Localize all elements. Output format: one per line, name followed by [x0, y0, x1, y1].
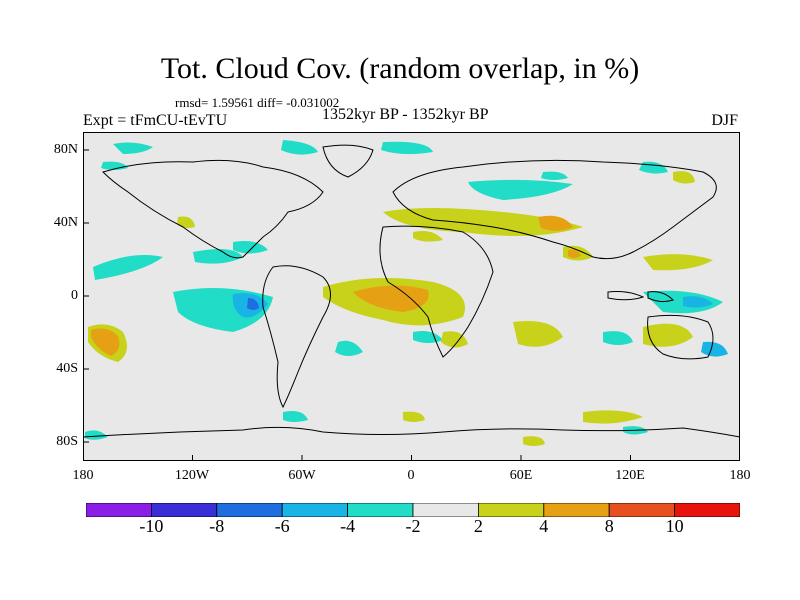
colorbar-swatch — [86, 503, 152, 517]
colorbar-label: 4 — [539, 516, 549, 536]
colorbar-label: 8 — [604, 516, 614, 536]
lon-label-60w: 60W — [288, 468, 316, 483]
anomaly-patch-pos — [523, 436, 545, 446]
colorbar-label: 2 — [473, 516, 483, 536]
coast-greenland — [322, 144, 374, 178]
anomaly-patch-neg — [193, 248, 243, 264]
colorbar-swatch — [674, 503, 740, 517]
colorbar-swatch — [151, 503, 218, 517]
colorbar-label: -10 — [139, 516, 164, 536]
world-map-panel — [83, 132, 740, 461]
anomaly-patch-pos — [403, 411, 425, 422]
anomaly-patch-neg — [335, 340, 363, 356]
map-ticks — [83, 149, 631, 461]
anomaly-patch-neg — [101, 161, 128, 170]
anomaly-patch-neg — [541, 171, 568, 180]
anomaly-patch-pos-mid — [538, 215, 573, 231]
anomaly-patch-pos-mid — [91, 328, 120, 356]
anomaly-patch-neg — [283, 411, 308, 422]
colorbar — [86, 503, 740, 517]
colorbar-label: -4 — [340, 516, 356, 536]
anomaly-patch-neg — [281, 140, 318, 155]
colorbar-label: 10 — [665, 516, 684, 536]
anomaly-patch-neg — [93, 254, 163, 280]
coast-indonesia — [607, 291, 645, 301]
rmsd-diff-stats: rmsd= 1.59561 diff= -0.031002 — [175, 95, 340, 110]
anomaly-patch-neg-mid — [683, 296, 713, 308]
anomaly-patch-neg — [233, 241, 268, 254]
anomaly-patch-neg — [113, 142, 153, 154]
anomaly-patch-pos — [513, 321, 563, 347]
anomaly-patch-pos — [673, 171, 695, 184]
lon-label-0: 0 — [407, 468, 415, 483]
lat-label-40n: 40N — [53, 215, 78, 230]
lat-label-40s: 40S — [56, 361, 78, 376]
anomaly-patch-neg — [381, 141, 433, 155]
anomaly-patch-neg — [468, 179, 573, 200]
lon-label-60e: 60E — [509, 468, 533, 483]
anomaly-patch-pos — [413, 231, 443, 242]
anomaly-patch-pos — [383, 208, 583, 236]
coast-north-america — [102, 159, 324, 259]
colorbar-swatch — [216, 503, 283, 517]
colorbar-swatch — [347, 503, 414, 517]
lon-label-120e: 120E — [615, 468, 645, 483]
lat-label-80n: 80N — [53, 142, 78, 157]
coastlines — [83, 144, 740, 438]
coast-africa — [379, 225, 494, 358]
experiment-label: Expt = tFmCU-tEvTU — [83, 112, 228, 129]
coast-antarctica — [83, 426, 740, 438]
anomaly-patch-pos — [441, 331, 468, 348]
colorbar-label: -6 — [274, 516, 290, 536]
anomaly-patch-neg-mid — [701, 341, 728, 357]
anomaly-contours — [85, 140, 728, 446]
anomaly-patch-neg — [603, 331, 633, 345]
colorbar-swatch — [543, 503, 610, 517]
coast-south-america — [262, 265, 331, 409]
colorbar-swatch — [608, 503, 676, 517]
anomaly-patch-pos-mid — [568, 249, 581, 258]
colorbar-swatch — [281, 503, 348, 517]
plot-title: Tot. Cloud Cov. (random overlap, in %) — [160, 52, 640, 85]
coast-australia — [647, 314, 714, 360]
anomaly-patch-pos — [583, 410, 643, 424]
lat-label-0: 0 — [71, 288, 78, 303]
anomaly-patch-pos — [643, 254, 713, 271]
anomaly-patch-neg-strong — [247, 298, 259, 310]
anomaly-patch-neg — [85, 430, 108, 440]
coast-new-guinea — [647, 291, 674, 303]
anomaly-patch-pos-mid — [353, 285, 429, 312]
season-label: DJF — [711, 112, 738, 129]
anomaly-patch-pos — [177, 216, 195, 228]
lon-label-180e: 180 — [729, 468, 751, 483]
lon-label-120w: 120W — [174, 468, 210, 483]
colorbar-swatch — [477, 503, 545, 517]
anomaly-patch-pos — [643, 323, 693, 347]
lon-label-180w: 180 — [72, 468, 94, 483]
coast-eurasia — [392, 159, 717, 260]
colorbar-label: -2 — [405, 516, 421, 536]
period-label: 1352kyr BP - 1352kyr BP — [322, 106, 489, 123]
colorbar-label: -8 — [209, 516, 225, 536]
colorbar-swatch — [412, 503, 479, 517]
lat-label-80s: 80S — [56, 434, 78, 449]
